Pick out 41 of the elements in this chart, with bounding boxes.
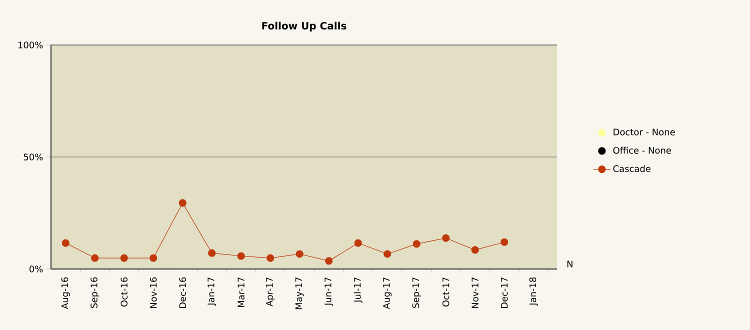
point: [442, 234, 450, 242]
x-tick-label: Aug-16: [61, 277, 70, 310]
point: [150, 254, 158, 262]
x-tick-label: Oct-17: [442, 278, 450, 307]
point: [208, 249, 216, 257]
x-tick-label: Oct-16: [120, 277, 128, 307]
legend-label: Office - None: [613, 146, 672, 154]
point: [178, 199, 186, 207]
point: [471, 246, 479, 254]
point: [384, 250, 392, 258]
x-tick-label: Dec-16: [179, 277, 186, 308]
point: [325, 257, 333, 265]
point: [91, 254, 99, 262]
point: [354, 239, 362, 247]
point: [266, 254, 274, 262]
x-tick-label: Jan-17: [208, 278, 216, 306]
y-tick-label: 100%: [18, 42, 43, 48]
x-tick-label: Apr-17: [266, 278, 275, 306]
x-tick-label: Aug-17: [383, 278, 392, 310]
point: [120, 254, 128, 262]
x-tick-label: Jan-18: [529, 277, 538, 306]
legend-label: Doctor - None: [614, 128, 675, 136]
point: [296, 250, 304, 258]
x-tick-label: Sep-16: [90, 277, 100, 308]
point: [500, 238, 508, 246]
x-tick-label: May-17: [295, 278, 304, 310]
x-tick-label: Mar-17: [238, 278, 244, 308]
legend-label: Cascade: [613, 165, 651, 172]
chart-title: Follow Up Calls: [262, 22, 346, 32]
y-tick-label: 0%: [30, 266, 43, 272]
x-tick-label: Jun-17: [324, 278, 334, 306]
x-tick-label: Jul-17: [354, 278, 362, 303]
point: [62, 239, 70, 247]
x-tick-label: Dec-17: [501, 278, 508, 308]
text: N: [567, 260, 572, 268]
point: [412, 240, 420, 248]
x-tick-label: Nov-17: [472, 278, 478, 308]
point: [237, 252, 245, 260]
y-tick-label: 50%: [24, 154, 43, 160]
x-tick-label: Sep-17: [412, 278, 421, 308]
x-tick-label: Nov-16: [150, 277, 157, 308]
